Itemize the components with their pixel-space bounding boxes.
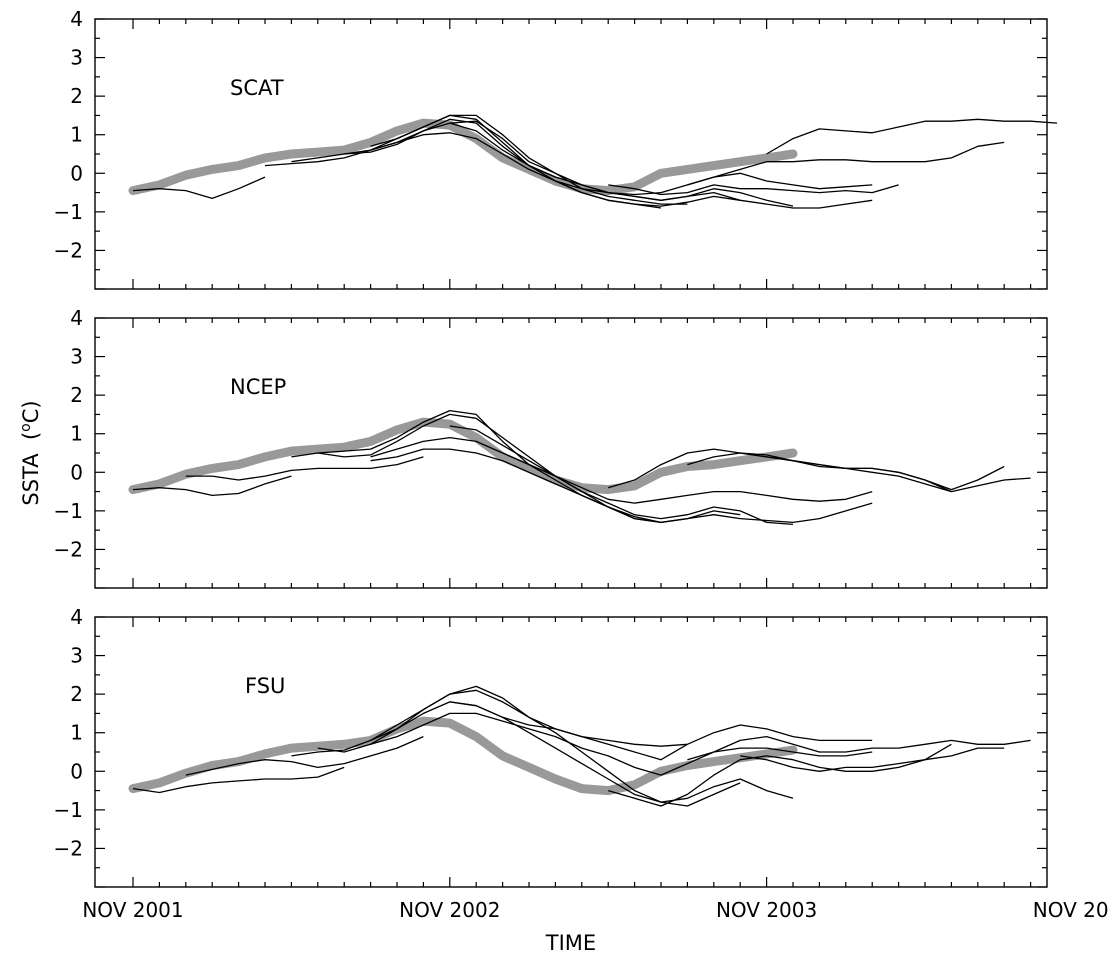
y-tick-label: −2 (54, 836, 83, 860)
y-tick-label: 2 (70, 383, 83, 407)
observed-series-line (128, 417, 798, 495)
forecast-series-line (449, 425, 873, 504)
panel-frame (94, 616, 1048, 888)
y-tick-label: 4 (70, 7, 83, 31)
forecast-series-line (185, 736, 424, 776)
y-tick-label: 3 (70, 46, 83, 70)
forecast-series-line (317, 685, 741, 807)
y-tick-label: 1 (70, 422, 83, 446)
panel-label: SCAT (230, 76, 284, 100)
forecast-series-line (370, 132, 873, 196)
x-axis-title: TIME (545, 931, 596, 955)
y-tick-label: 1 (70, 721, 83, 745)
y-axis-title-unit-open: ( (19, 432, 43, 440)
y-tick-label: −2 (54, 537, 83, 561)
forecast-series-line (740, 747, 1005, 772)
forecast-series-line (608, 743, 952, 807)
forecast-series-line (291, 689, 688, 757)
y-axis-title-unit-sup: o (18, 423, 34, 432)
forecast-series-line (766, 118, 1058, 155)
forecast-series-line (608, 184, 899, 196)
y-axis-title-main: SSTA (19, 453, 43, 506)
y-tick-label: 4 (70, 306, 83, 330)
panel-fsu: 4 3 2 1 0 −1 −2 FSU (54, 605, 1048, 888)
x-tick-labels: NOV 2001 NOV 2002 NOV 2003 NOV 2004 (82, 898, 1110, 922)
y-tick-labels: 4 3 2 1 0 −1 −2 (54, 7, 83, 262)
forecast-series-line (449, 701, 873, 761)
panel-ncep: 4 3 2 1 0 −1 −2 NCEP (54, 306, 1048, 589)
panel-scat: 4 3 2 1 0 −1 −2 SCAT (54, 7, 1058, 290)
panel-ticks (95, 317, 1047, 589)
forecast-series-line (740, 452, 1005, 491)
panel-series (128, 685, 1031, 807)
y-tick-label: 2 (70, 682, 83, 706)
x-tick-label: NOV 2004 (1033, 898, 1110, 922)
x-tick-label: NOV 2001 (82, 898, 183, 922)
panel-ticks (95, 616, 1047, 888)
panel-label: FSU (245, 674, 285, 698)
y-tick-labels: 4 3 2 1 0 −1 −2 (54, 306, 83, 561)
forecast-series-line (291, 120, 688, 205)
x-tick-label: NOV 2003 (716, 898, 817, 922)
x-tick-label: NOV 2002 (399, 898, 500, 922)
forecast-series-line (185, 456, 424, 481)
panel-ticks (95, 18, 1047, 290)
observed-series-line (128, 118, 798, 196)
observed-series-line (128, 716, 798, 796)
y-tick-label: −1 (54, 499, 83, 523)
y-tick-label: −2 (54, 238, 83, 262)
y-tick-label: −1 (54, 798, 83, 822)
y-axis-title-space (19, 440, 43, 453)
forecast-series-line (687, 141, 1005, 186)
forecast-series-line (449, 122, 873, 209)
forecast-series-line (132, 475, 292, 497)
y-tick-label: 4 (70, 605, 83, 629)
forecast-series-line (132, 176, 266, 200)
forecast-series-line (370, 712, 873, 776)
forecast-series-line (132, 766, 345, 794)
y-tick-label: 0 (70, 161, 83, 185)
y-axis-title-unit: C) (19, 400, 43, 423)
forecast-series-line (687, 735, 1031, 761)
y-tick-label: 3 (70, 644, 83, 668)
panel-series (128, 114, 1058, 209)
y-tick-label: 1 (70, 123, 83, 147)
forecast-series-line (370, 436, 794, 526)
y-axis-title: SSTA (oC) (18, 400, 43, 505)
panel-frame (94, 18, 1048, 290)
y-tick-label: 2 (70, 84, 83, 108)
panel-frame (94, 317, 1048, 589)
y-tick-label: −1 (54, 200, 83, 224)
y-tick-labels: 4 3 2 1 0 −1 −2 (54, 605, 83, 860)
forecast-series-line (344, 118, 741, 207)
y-tick-label: 3 (70, 345, 83, 369)
y-tick-label: 0 (70, 460, 83, 484)
y-tick-label: 0 (70, 759, 83, 783)
forecast-series-line (370, 701, 794, 803)
panel-series (128, 409, 1031, 526)
panel-label: NCEP (230, 375, 286, 399)
forecast-series-line (370, 448, 873, 524)
